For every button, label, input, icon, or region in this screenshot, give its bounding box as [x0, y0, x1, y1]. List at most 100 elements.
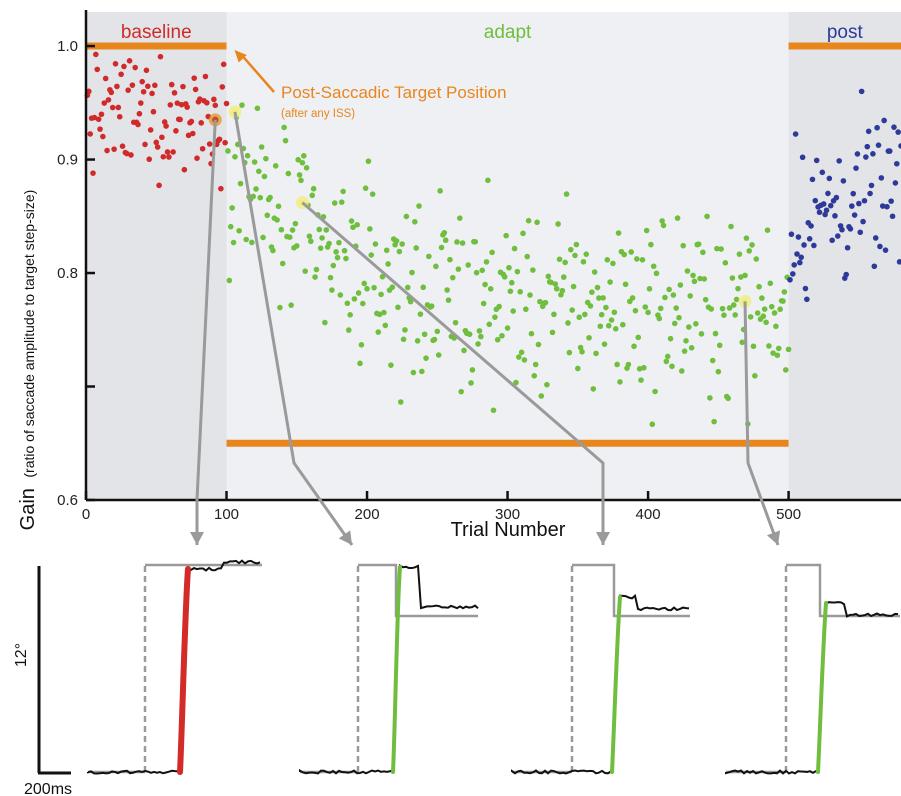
data-point-adapt	[582, 311, 588, 318]
phase-labels: baseline adapt post	[121, 22, 864, 43]
data-point-adapt	[709, 357, 716, 364]
data-point-post	[798, 254, 805, 261]
data-point-baseline	[128, 152, 134, 158]
data-point-baseline	[126, 58, 133, 64]
data-point-adapt	[503, 232, 509, 239]
data-point-adapt	[608, 317, 615, 323]
data-point-adapt	[730, 302, 737, 308]
data-point-baseline	[140, 88, 147, 95]
data-point-adapt	[607, 279, 613, 285]
data-point-adapt	[258, 144, 265, 150]
data-point-adapt	[528, 330, 535, 337]
data-point-post	[843, 271, 849, 278]
data-point-adapt	[782, 367, 789, 373]
data-point-adapt	[683, 337, 689, 344]
data-point-baseline	[142, 141, 148, 148]
data-point-adapt	[431, 336, 438, 343]
data-point-adapt	[687, 293, 694, 299]
data-point-post	[804, 296, 810, 303]
data-point-baseline	[163, 123, 169, 129]
data-point-adapt	[317, 245, 324, 251]
data-point-adapt	[642, 304, 649, 310]
data-point-baseline	[97, 126, 103, 132]
data-point-post	[849, 203, 855, 209]
data-point-post	[898, 143, 901, 149]
data-point-adapt	[308, 238, 314, 245]
y-tick-label: 1.0	[57, 38, 78, 55]
y-tick-label: 0.8	[57, 265, 78, 282]
data-point-adapt	[414, 338, 421, 344]
data-point-adapt	[586, 334, 592, 341]
data-point-post	[892, 180, 899, 186]
data-point-adapt	[514, 268, 521, 275]
data-point-baseline	[174, 100, 181, 106]
data-point-adapt	[681, 348, 688, 354]
data-point-adapt	[659, 218, 665, 224]
data-point-adapt	[520, 230, 526, 237]
data-point-adapt	[781, 289, 788, 295]
data-point-adapt	[538, 393, 545, 399]
data-point-post	[819, 169, 826, 176]
data-point-baseline	[91, 114, 98, 121]
data-point-baseline	[98, 111, 105, 118]
data-point-adapt	[611, 309, 618, 316]
data-point-adapt	[589, 289, 595, 295]
data-point-adapt	[752, 373, 758, 379]
data-point-baseline	[149, 90, 155, 97]
data-point-adapt	[662, 294, 668, 301]
data-point-post	[813, 157, 820, 164]
data-point-post	[851, 212, 858, 218]
data-point-adapt	[580, 258, 587, 265]
data-point-adapt	[388, 362, 394, 368]
data-point-adapt	[360, 300, 366, 307]
data-point-baseline	[102, 75, 109, 82]
data-point-adapt	[756, 283, 762, 290]
scale-bar-time-label: 200ms	[24, 781, 72, 796]
data-point-post	[888, 198, 894, 204]
data-point-baseline	[86, 88, 92, 95]
data-point-baseline	[180, 83, 186, 90]
data-point-post	[874, 124, 880, 131]
data-point-adapt	[496, 303, 502, 310]
data-point-baseline	[111, 146, 117, 152]
data-point-adapt	[239, 102, 245, 108]
data-point-post	[839, 226, 845, 233]
data-point-adapt	[725, 395, 731, 402]
data-point-adapt	[410, 369, 417, 376]
data-point-baseline	[112, 61, 119, 67]
data-point-adapt	[438, 244, 445, 251]
data-point-adapt	[407, 298, 414, 305]
data-point-adapt	[761, 306, 768, 312]
data-point-post	[820, 201, 827, 207]
data-point-adapt	[631, 343, 637, 350]
data-point-adapt	[433, 263, 439, 270]
data-point-adapt	[660, 222, 667, 229]
scale-bar-degrees-label: 12°	[13, 643, 30, 667]
phase-bg-adapt	[226, 12, 789, 500]
data-point-adapt	[403, 213, 410, 220]
data-point-adapt	[499, 332, 505, 339]
data-point-adapt	[565, 320, 571, 326]
trace-panel-0	[87, 559, 262, 775]
trace-panel-3	[725, 563, 900, 775]
data-point-adapt	[622, 281, 629, 288]
data-point-adapt	[542, 299, 549, 306]
data-point-post	[878, 175, 885, 181]
data-point-adapt	[657, 305, 664, 312]
axes: 0.6 0.8 0.9 1.0 0 100 200 300 400 500	[57, 10, 901, 523]
data-point-post	[886, 148, 893, 154]
data-point-adapt	[697, 275, 703, 282]
data-point-adapt	[399, 241, 405, 247]
data-point-adapt	[376, 311, 383, 318]
data-point-baseline	[168, 81, 175, 88]
data-point-post	[853, 165, 859, 171]
data-point-adapt	[663, 358, 670, 365]
data-point-adapt	[312, 274, 318, 280]
data-point-adapt	[447, 256, 453, 263]
data-point-baseline	[185, 132, 192, 139]
data-point-adapt	[286, 234, 293, 241]
data-point-post	[882, 247, 889, 253]
data-point-adapt	[435, 352, 442, 358]
data-point-adapt	[566, 349, 573, 356]
data-point-adapt	[524, 253, 531, 260]
